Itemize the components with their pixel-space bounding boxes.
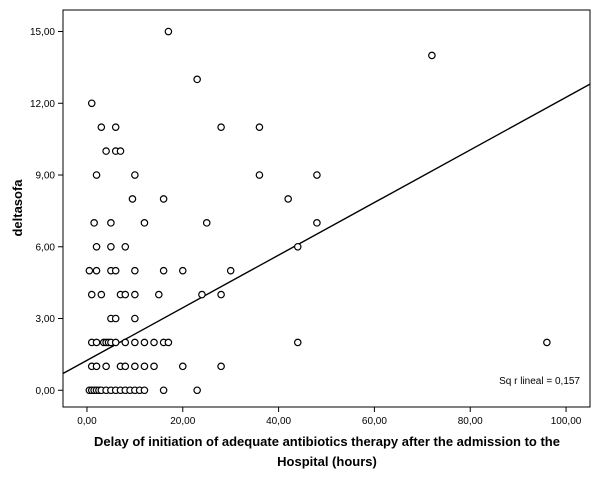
fit-line-layer <box>62 83 591 375</box>
data-point <box>116 147 125 155</box>
data-point <box>97 290 106 299</box>
y-tick-label: 0,00 <box>36 386 56 397</box>
data-point <box>131 290 139 299</box>
data-point <box>128 195 137 203</box>
data-point <box>111 123 120 131</box>
data-point <box>140 362 149 371</box>
data-point <box>121 290 130 299</box>
data-point <box>164 27 173 36</box>
data-point <box>226 266 235 275</box>
data-point <box>131 171 139 179</box>
data-point <box>159 386 168 395</box>
data-point <box>140 386 149 395</box>
data-point <box>217 123 225 131</box>
y-tick-label: 15,00 <box>30 27 55 38</box>
data-point <box>313 171 321 179</box>
x-tick-label: 0,00 <box>77 416 97 427</box>
r-squared-annotation: Sq r lineal = 0,157 <box>499 376 580 387</box>
data-point <box>121 338 130 347</box>
x-axis-title-line-2: Hospital (hours) <box>277 454 377 469</box>
data-point <box>131 338 139 347</box>
data-point <box>107 219 115 227</box>
data-point <box>92 242 101 251</box>
data-point <box>255 171 264 179</box>
data-point <box>217 290 225 299</box>
data-point <box>92 362 101 371</box>
data-points <box>85 27 551 395</box>
data-point <box>150 338 158 347</box>
data-point <box>543 338 551 347</box>
data-point <box>202 219 211 227</box>
data-point <box>92 338 101 347</box>
data-point <box>92 171 101 179</box>
x-tick-label: 100,00 <box>551 416 582 427</box>
axis-ticks: 0,00 20,00 40,00 60,00 80,00 100,00 0,00 3,00 6,… <box>30 27 582 427</box>
y-tick-label: 6,00 <box>36 242 56 253</box>
data-point <box>131 314 139 323</box>
data-point <box>87 290 96 299</box>
y-tick-label: 3,00 <box>36 314 56 325</box>
data-point <box>159 266 168 275</box>
data-point <box>164 338 173 347</box>
x-tick-label: 60,00 <box>362 416 387 427</box>
data-point <box>121 242 130 251</box>
data-point <box>150 362 158 371</box>
data-point <box>155 290 163 299</box>
data-point <box>92 266 101 275</box>
data-point <box>159 195 168 203</box>
data-point <box>85 266 94 275</box>
regression-line <box>62 83 591 375</box>
data-point <box>193 386 201 395</box>
data-point <box>121 362 130 371</box>
data-point <box>255 123 264 131</box>
data-point <box>193 75 201 84</box>
data-point <box>293 242 302 251</box>
data-point <box>131 362 139 371</box>
data-point <box>107 242 115 251</box>
data-point <box>313 219 321 227</box>
data-point <box>178 266 187 275</box>
data-point <box>131 266 139 275</box>
data-point <box>140 338 149 347</box>
y-tick-label: 12,00 <box>30 99 55 110</box>
data-point <box>140 219 149 227</box>
data-point <box>111 338 120 347</box>
data-point <box>87 99 96 108</box>
data-point <box>90 219 98 227</box>
data-point <box>111 314 120 323</box>
data-point <box>178 362 187 371</box>
y-axis-title: deltasofa <box>10 179 25 237</box>
x-tick-label: 80,00 <box>458 416 483 427</box>
data-point <box>428 51 436 60</box>
data-point <box>217 362 225 371</box>
x-tick-label: 20,00 <box>170 416 195 427</box>
plot-area <box>62 9 591 408</box>
x-axis-title-line-1: Delay of initiation of adequate antibiot… <box>94 434 560 449</box>
data-point <box>293 338 302 347</box>
data-point <box>97 123 106 131</box>
data-point <box>102 362 110 371</box>
data-point <box>284 195 292 203</box>
y-tick-label: 9,00 <box>36 171 56 182</box>
x-tick-label: 40,00 <box>266 416 291 427</box>
data-point <box>102 147 110 155</box>
data-point <box>198 290 206 299</box>
data-point <box>111 266 120 275</box>
